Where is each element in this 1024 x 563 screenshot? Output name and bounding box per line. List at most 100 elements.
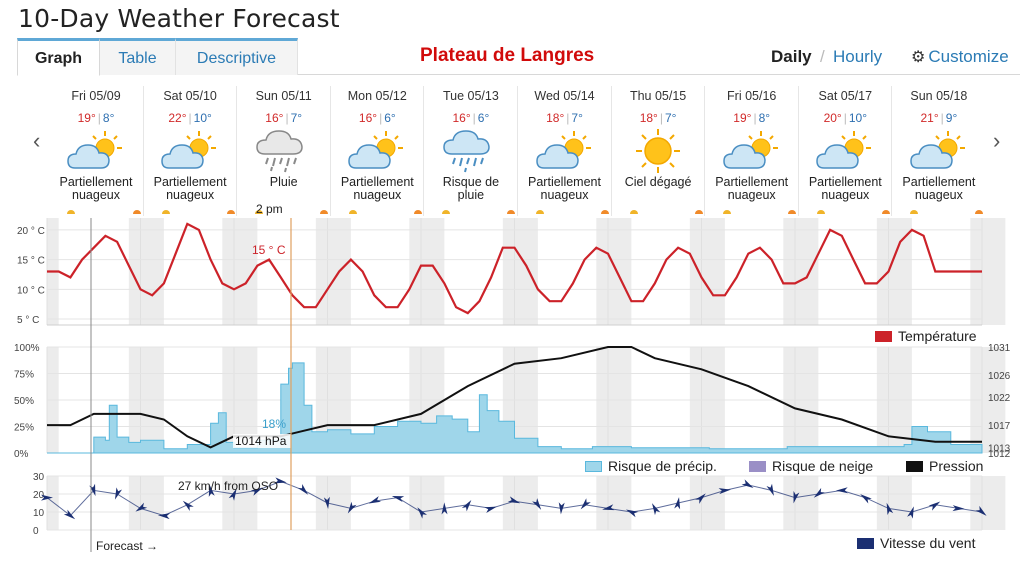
day-temps: 21° | 9° (920, 111, 958, 125)
partly-cloudy-icon (331, 128, 424, 174)
location-title: Plateau de Langres (420, 45, 595, 66)
wind-arrow-icon (182, 500, 194, 512)
time-annotation: 2 pm (256, 202, 283, 216)
night-band (795, 218, 807, 325)
legend-wind-swatch (857, 538, 874, 549)
day-label: Thu 05/15 (629, 89, 687, 103)
night-band (234, 347, 246, 453)
night-band (140, 218, 153, 325)
wind-arrow-icon (813, 487, 825, 498)
legend-pressure-swatch (906, 461, 923, 472)
wind-tick-label: 0 (33, 526, 39, 537)
legend-wind: Vitesse du vent (857, 535, 975, 551)
prev-arrow-icon[interactable]: ‹ (33, 128, 41, 153)
next-arrow-icon[interactable]: › (993, 128, 1001, 153)
low-temp: 7° (571, 111, 583, 125)
night-band (502, 476, 538, 530)
forecast-marker-label: Forecast → (96, 539, 158, 553)
day-column[interactable]: Sat 05/17 20° | 10° Partiellement nuageux (797, 86, 892, 216)
night-band (783, 218, 819, 325)
sunrise-icon (629, 210, 638, 214)
night-band (128, 218, 164, 325)
sunset-icon (601, 210, 609, 214)
day-column[interactable]: Fri 05/09 19° | 8° Partiellement nuageux (49, 86, 143, 216)
high-temp: 20° (823, 111, 842, 125)
day-column[interactable]: Thu 05/15 18° | 7° Ciel dégagé (610, 86, 705, 216)
night-band (795, 476, 807, 530)
daily-toggle[interactable]: Daily (771, 47, 812, 66)
low-temp: 10° (848, 111, 868, 125)
wind-arrow-icon (695, 493, 706, 504)
temp-annotation: 15 ° C (252, 243, 286, 257)
legend-snow: Risque de neige (749, 458, 873, 474)
precip-area (47, 362, 983, 454)
day-temps: 16° | 7° (265, 111, 303, 125)
day-column[interactable]: Sun 05/18 21° | 9° Partiellement nuageux (891, 86, 985, 216)
night-band (608, 218, 620, 325)
night-band (222, 347, 258, 453)
day-column[interactable]: Wed 05/14 18° | 7° Partiellement nuageux (517, 86, 611, 216)
night-band (409, 347, 445, 453)
sunset-icon (413, 210, 422, 214)
day-column[interactable]: Mon 05/12 16° | 6° Partiellement nuageux (329, 86, 424, 216)
day-label: Sat 05/10 (163, 89, 217, 103)
day-column[interactable]: Tue 05/13 16° | 6° Risque de pluie (423, 86, 517, 216)
high-temp: 18° (639, 111, 658, 125)
night-band (970, 476, 1006, 530)
wind-arrow-icon (63, 509, 76, 520)
legend-precip: Risque de précip. (585, 458, 717, 474)
night-band (689, 347, 725, 453)
legend-temperature: Température (875, 328, 977, 344)
night-band (608, 347, 620, 453)
tab-table[interactable]: Table (100, 38, 176, 75)
day-column[interactable]: Sun 05/11 16° | 7° Pluie (236, 86, 330, 216)
day-column[interactable]: Fri 05/16 19° | 8° Partiellement nuageux (704, 86, 798, 216)
night-band (596, 347, 632, 453)
partly-cloudy-icon (799, 128, 892, 174)
night-band (701, 476, 714, 530)
legend-pressure: Pression (906, 458, 983, 474)
low-temp: 7° (664, 111, 677, 125)
wind-arrow-icon (558, 502, 565, 515)
sunrise-icon (816, 210, 825, 214)
night-band (47, 218, 59, 325)
night-band (47, 476, 59, 530)
wind-arrow-icon (975, 505, 987, 516)
low-temp: 10° (193, 111, 212, 125)
night-band (689, 218, 725, 325)
night-band (409, 476, 445, 530)
low-temp: 8° (102, 111, 115, 125)
night-band (888, 218, 901, 325)
wind-arrow-icon (347, 501, 357, 514)
night-band (222, 218, 258, 325)
hourly-toggle[interactable]: Hourly (833, 47, 883, 66)
wind-arrow-icon (674, 497, 681, 510)
temp-tick-label: 20 ° C (17, 226, 45, 237)
tab-bar: Graph Table Descriptive (17, 38, 1020, 76)
gear-icon: ⚙ (911, 49, 926, 66)
night-band (222, 476, 258, 530)
night-band (689, 476, 725, 530)
night-band (315, 347, 351, 453)
tab-graph[interactable]: Graph (17, 38, 100, 76)
pressure-annotation: 1014 hPa (235, 434, 287, 448)
sunset-icon (694, 210, 703, 214)
condition-text: Partiellement nuageux (340, 175, 414, 202)
sunset-icon (788, 210, 797, 214)
night-band (140, 476, 153, 530)
legend-wind-label: Vitesse du vent (880, 535, 976, 551)
night-band (783, 347, 819, 453)
day-temps: 18° | 7° (639, 111, 677, 125)
wind-arrow-icon (602, 504, 615, 511)
sunrise-icon (67, 210, 75, 214)
tab-descriptive[interactable]: Descriptive (176, 38, 298, 75)
high-temp: 18° (546, 111, 565, 125)
customize-button[interactable]: ⚙ Customize (911, 47, 1009, 67)
day-column[interactable]: Sat 05/10 22° | 10° Partiellement nuageux (142, 86, 237, 216)
sunset-icon (507, 210, 516, 214)
low-temp: 6° (477, 111, 490, 125)
sunset-icon (133, 210, 141, 214)
night-band (876, 347, 912, 453)
low-temp: 9° (945, 111, 958, 125)
day-label: Sun 05/18 (910, 89, 968, 103)
